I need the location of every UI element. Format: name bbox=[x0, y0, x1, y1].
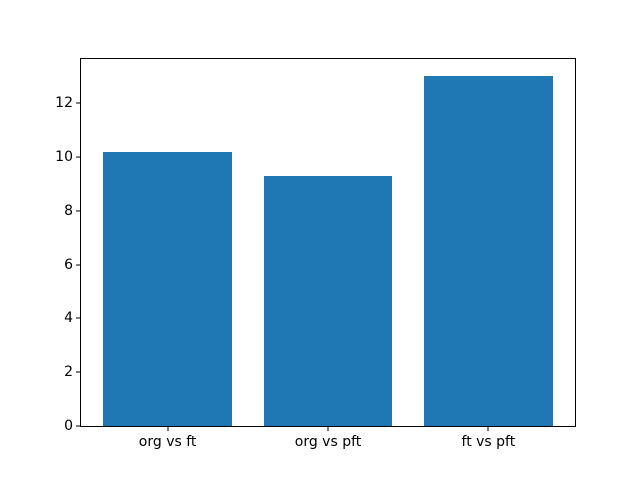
x-tick-label-ft-vs-pft: ft vs pft bbox=[461, 434, 516, 451]
bar-ft-vs-pft bbox=[424, 76, 553, 427]
x-tick-org-vs-pft bbox=[327, 427, 329, 432]
x-tick-org-vs-ft bbox=[167, 427, 169, 432]
x-tick-ft-vs-pft bbox=[487, 427, 489, 432]
y-tick-2 bbox=[76, 371, 80, 373]
y-tick-4 bbox=[76, 317, 80, 319]
y-tick-label-4: 4 bbox=[64, 310, 73, 327]
y-tick-6 bbox=[76, 264, 80, 266]
y-tick-label-10: 10 bbox=[55, 148, 73, 165]
y-tick-label-12: 12 bbox=[55, 95, 73, 112]
x-tick-label-org-vs-ft: org vs ft bbox=[138, 434, 197, 451]
y-tick-8 bbox=[76, 210, 80, 212]
y-tick-label-6: 6 bbox=[64, 256, 73, 273]
y-tick-label-8: 8 bbox=[64, 202, 73, 219]
y-tick-12 bbox=[76, 102, 80, 104]
bar-org-vs-ft bbox=[103, 151, 232, 427]
axes: org vs ft org vs pft ft vs pft 0 2 4 6 8 10 12 bbox=[55, 57, 576, 449]
y-tick-label-0: 0 bbox=[64, 418, 73, 435]
y-tick-0 bbox=[76, 425, 80, 427]
bar-org-vs-pft bbox=[263, 175, 393, 427]
y-tick-10 bbox=[76, 156, 80, 158]
y-tick-label-2: 2 bbox=[64, 364, 73, 381]
x-tick-label-org-vs-pft: org vs pft bbox=[294, 434, 362, 451]
